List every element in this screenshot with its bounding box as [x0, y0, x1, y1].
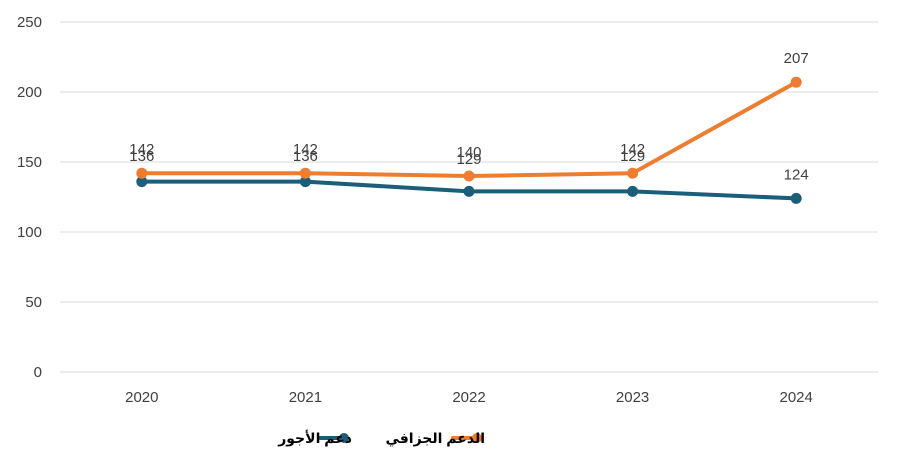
y-tick-label: 200 — [17, 84, 42, 101]
y-axis: 0 50 100 150 200 250 — [17, 14, 42, 381]
x-tick-label: 2022 — [452, 389, 485, 406]
data-label-series-1: 142 — [129, 141, 154, 158]
x-tick-label: 2023 — [616, 389, 649, 406]
data-label-series-1: 140 — [456, 144, 481, 161]
legend-marker-series-1 — [472, 433, 482, 443]
data-point-series-0[interactable] — [136, 176, 148, 188]
y-tick-label: 50 — [25, 294, 42, 311]
y-tick-label: 0 — [34, 364, 42, 381]
x-tick-label: 2024 — [780, 389, 813, 406]
y-tick-label: 100 — [17, 224, 42, 241]
legend-label-series-0: دعم الأجور — [277, 430, 352, 447]
data-point-series-1[interactable] — [463, 170, 475, 182]
x-tick-label: 2020 — [125, 389, 158, 406]
gridlines — [60, 21, 878, 373]
data-point-series-0[interactable] — [627, 185, 639, 197]
data-label-series-1: 142 — [293, 141, 318, 158]
data-label-series-0: 136 — [129, 148, 154, 165]
data-label-series-0: 136 — [293, 148, 318, 165]
y-tick-label: 150 — [17, 154, 42, 171]
x-axis: 2020 2021 2022 2023 2024 — [125, 389, 813, 406]
series-points — [136, 76, 802, 204]
data-point-series-0[interactable] — [790, 192, 802, 204]
data-label-series-1: 142 — [620, 141, 645, 158]
data-point-series-1[interactable] — [299, 167, 311, 179]
legend-label-series-1: الدعم الجزافي — [385, 430, 485, 447]
data-label-series-0: 124 — [784, 166, 809, 183]
y-tick-label: 250 — [17, 14, 42, 31]
data-point-series-0[interactable] — [463, 185, 475, 197]
data-point-series-0[interactable] — [299, 176, 311, 188]
legend-item-series-0[interactable]: دعم الأجور — [277, 430, 352, 447]
data-label-series-1: 207 — [784, 50, 809, 67]
data-point-series-1[interactable] — [627, 167, 639, 179]
data-point-series-1[interactable] — [790, 76, 802, 88]
data-label-series-0: 129 — [456, 151, 481, 168]
legend-item-series-1[interactable]: الدعم الجزافي — [385, 430, 485, 447]
data-labels: 136 136 129 129 124 142 142 140 142 207 — [129, 50, 808, 183]
data-label-series-0: 129 — [620, 148, 645, 165]
x-tick-label: 2021 — [289, 389, 322, 406]
data-point-series-1[interactable] — [136, 167, 148, 179]
legend: دعم الأجور الدعم الجزافي — [277, 430, 485, 447]
legend-marker-series-0 — [339, 433, 349, 443]
